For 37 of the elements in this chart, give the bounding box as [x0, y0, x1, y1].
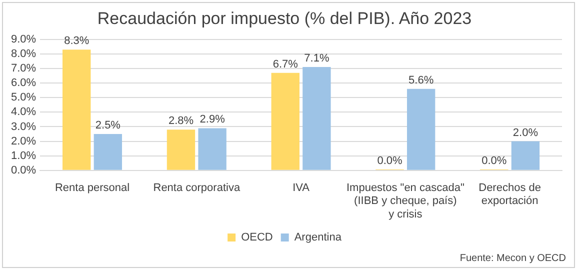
y-tick-label: 8.0%	[10, 48, 36, 60]
bar	[198, 128, 226, 170]
data-label: 2.9%	[200, 114, 226, 126]
legend-label: Argentina	[294, 232, 342, 244]
data-label: 8.3%	[64, 35, 90, 48]
x-tick-label: IVA	[292, 182, 310, 194]
source-note: Fuente: Mecon y OECD	[460, 252, 566, 264]
y-tick-label: 9.0%	[10, 33, 36, 46]
x-tick-label: Renta corporativa	[153, 182, 241, 194]
bar	[94, 134, 122, 170]
x-tick-label: Renta personal	[54, 182, 130, 194]
y-tick-label: 5.0%	[10, 92, 36, 104]
data-label: 2.0%	[512, 126, 538, 139]
bar	[271, 72, 300, 170]
bar	[62, 50, 91, 170]
data-label: 6.7%	[272, 58, 298, 70]
y-tick-label: 1.0%	[10, 150, 36, 162]
y-tick-label: 4.0%	[10, 106, 36, 118]
y-tick-label: 0.0%	[10, 164, 36, 176]
data-label: 2.8%	[168, 115, 194, 128]
bar	[406, 88, 436, 170]
y-tick-label: 3.0%	[10, 120, 36, 133]
data-label: 7.1%	[304, 52, 330, 65]
x-tick-label: Derechos de exportación	[478, 182, 541, 208]
legend-label: OECD	[241, 232, 273, 244]
data-label: 5.6%	[408, 74, 434, 86]
y-tick-label: 2.0%	[10, 135, 36, 148]
data-label: 2.5%	[95, 120, 121, 132]
chart-title: Recaudación por impuesto (% del PIB). Año 2023	[97, 8, 472, 28]
x-tick-label: Impuestos "en cascada" (IIBB y cheque, país) y crisis	[346, 182, 464, 220]
y-tick-label: 6.0%	[10, 77, 36, 90]
bar	[511, 141, 540, 170]
data-label: 0.0%	[377, 154, 403, 167]
bar	[166, 130, 196, 170]
data-label: 0.0%	[482, 154, 507, 167]
bar	[302, 67, 331, 170]
y-tick-label: 7.0%	[10, 62, 36, 75]
